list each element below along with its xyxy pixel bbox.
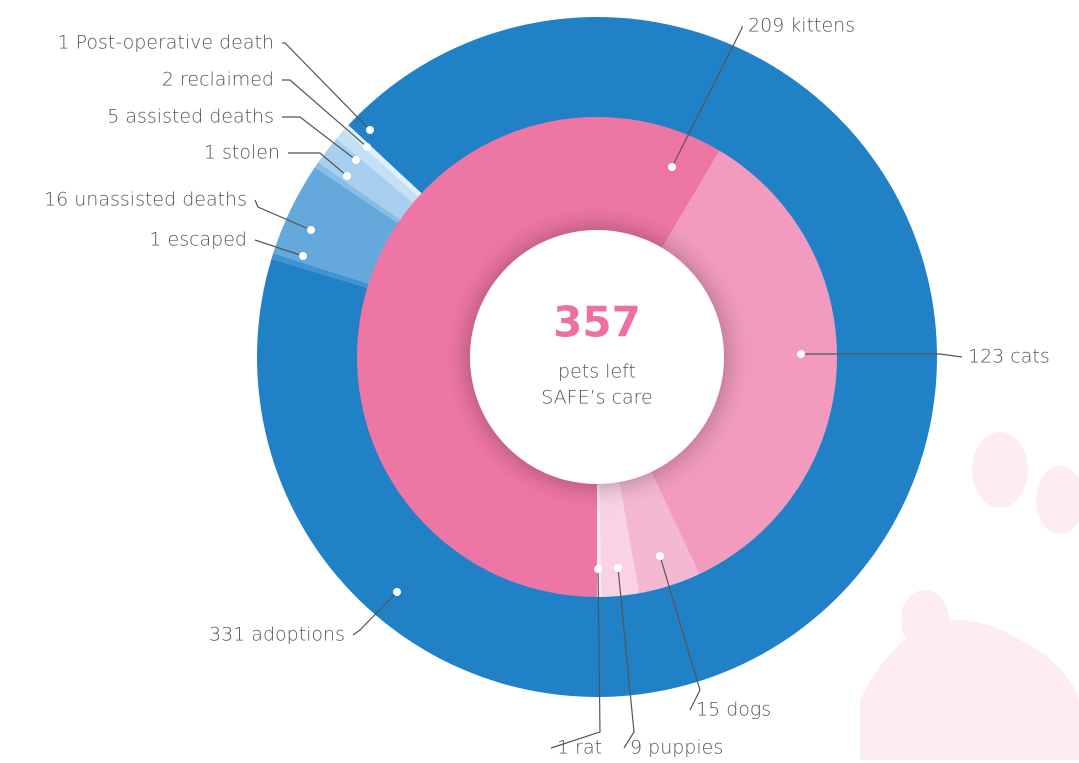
data-label: 1 stolen [204,142,280,164]
data-label: 15 dogs [696,699,771,721]
label-dot [393,588,401,596]
data-label: 1 Post-operative death [57,32,274,54]
label-dot [363,143,371,151]
chart: 357 pets left SAFE’s care 331 adoptions 1… [0,0,1079,763]
label-dot [299,252,307,260]
data-label: 9 puppies [630,737,723,759]
data-label: 1 escaped [149,229,247,251]
data-label: 5 assisted deaths [107,106,274,128]
center-circle [470,230,724,484]
label-dot [343,172,351,180]
data-label: 209 kittens [748,15,855,37]
label-dot [614,564,622,572]
label-dot [594,565,602,573]
label-dot [352,156,360,164]
label-dot [668,163,676,171]
data-label: 2 reclaimed [162,69,274,91]
center-value: 357 [553,298,641,347]
label-dot [307,226,315,234]
data-label: 331 adoptions [209,624,345,646]
data-label: 123 cats [968,346,1050,368]
data-label: 16 unassisted deaths [44,189,247,211]
data-label: 1 rat [557,737,602,759]
center-label: SAFE’s care [541,387,653,409]
center-label: pets left [558,361,636,383]
label-dot [797,350,805,358]
label-dot [656,552,664,560]
label-dot [366,126,374,134]
